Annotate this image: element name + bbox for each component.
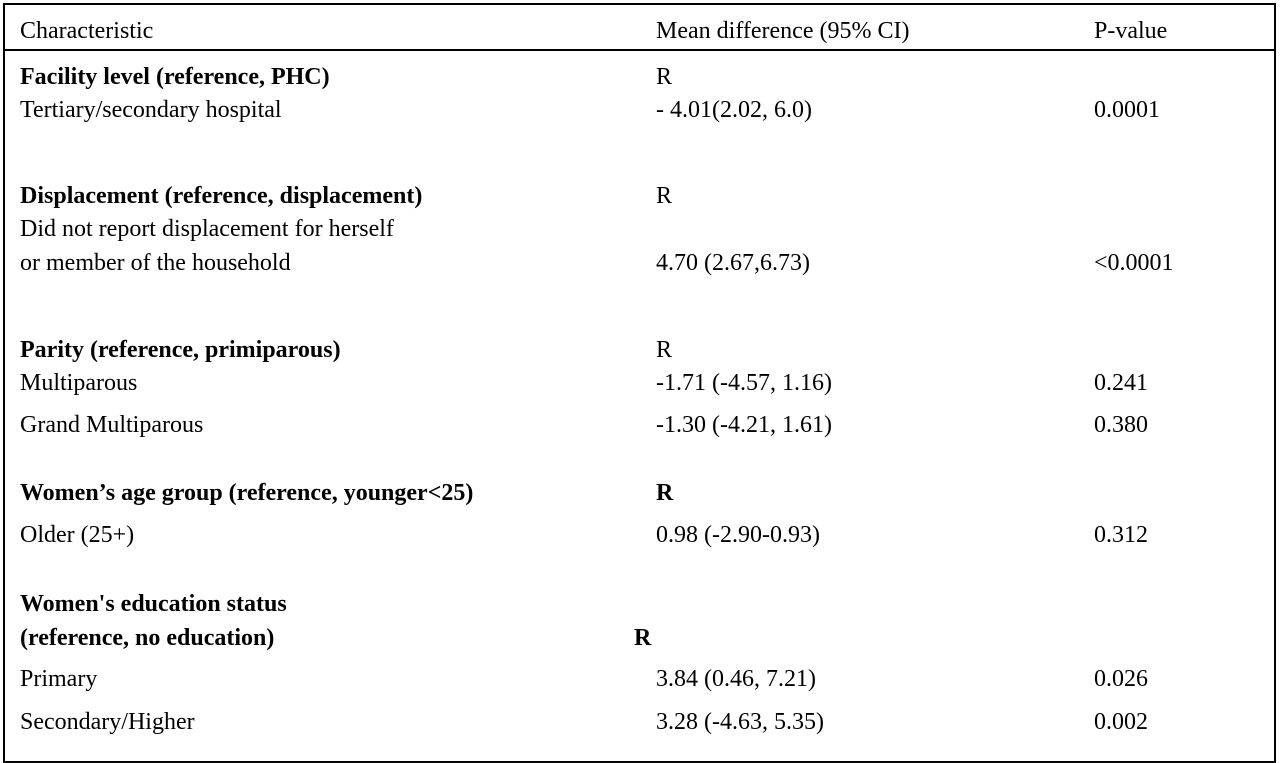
row-p-value: 0.312 xyxy=(1094,522,1148,548)
row-label: Older (25+) xyxy=(20,522,135,548)
section-heading-displacement: Displacement (reference, displacement) xyxy=(20,183,423,209)
header-divider xyxy=(3,49,1276,51)
row-label: Tertiary/secondary hospital xyxy=(20,97,282,123)
row-mean-difference: 3.84 (0.46, 7.21) xyxy=(656,666,816,692)
row-mean-difference: -1.71 (-4.57, 1.16) xyxy=(656,370,832,396)
row-p-value: 0.380 xyxy=(1094,412,1148,438)
section-heading-education-continued: (reference, no education) xyxy=(20,625,275,651)
section-heading-facility: Facility level (reference, PHC) xyxy=(20,64,330,90)
row-mean-difference: 3.28 (-4.63, 5.35) xyxy=(656,709,824,735)
row-p-value: 0.002 xyxy=(1094,709,1148,735)
reference-marker: R xyxy=(656,64,673,90)
header-mean-difference: Mean difference (95% CI) xyxy=(656,18,910,44)
section-heading-age: Women’s age group (reference, younger<25… xyxy=(20,480,474,506)
row-label: Primary xyxy=(20,666,98,692)
row-p-value: 0.026 xyxy=(1094,666,1148,692)
reference-marker: R xyxy=(656,337,673,363)
row-label: Did not report displacement for herself xyxy=(20,216,394,242)
section-heading-education: Women's education status xyxy=(20,591,287,617)
row-label: Multiparous xyxy=(20,370,138,396)
row-label-continued: or member of the household xyxy=(20,250,291,276)
row-mean-difference: 0.98 (-2.90-0.93) xyxy=(656,522,820,548)
row-mean-difference: 4.70 (2.67,6.73) xyxy=(656,250,810,276)
row-mean-difference: - 4.01(2.02, 6.0) xyxy=(656,97,812,123)
reference-marker: R xyxy=(634,625,652,651)
section-heading-parity: Parity (reference, primiparous) xyxy=(20,337,341,363)
row-mean-difference: -1.30 (-4.21, 1.61) xyxy=(656,412,832,438)
header-p-value: P-value xyxy=(1094,18,1168,44)
reference-marker: R xyxy=(656,183,673,209)
reference-marker: R xyxy=(656,480,674,506)
row-p-value: 0.241 xyxy=(1094,370,1148,396)
row-label: Grand Multiparous xyxy=(20,412,204,438)
row-p-value: 0.0001 xyxy=(1094,97,1160,123)
row-p-value: <0.0001 xyxy=(1094,250,1174,276)
header-characteristic: Characteristic xyxy=(20,18,154,44)
row-label: Secondary/Higher xyxy=(20,709,195,735)
